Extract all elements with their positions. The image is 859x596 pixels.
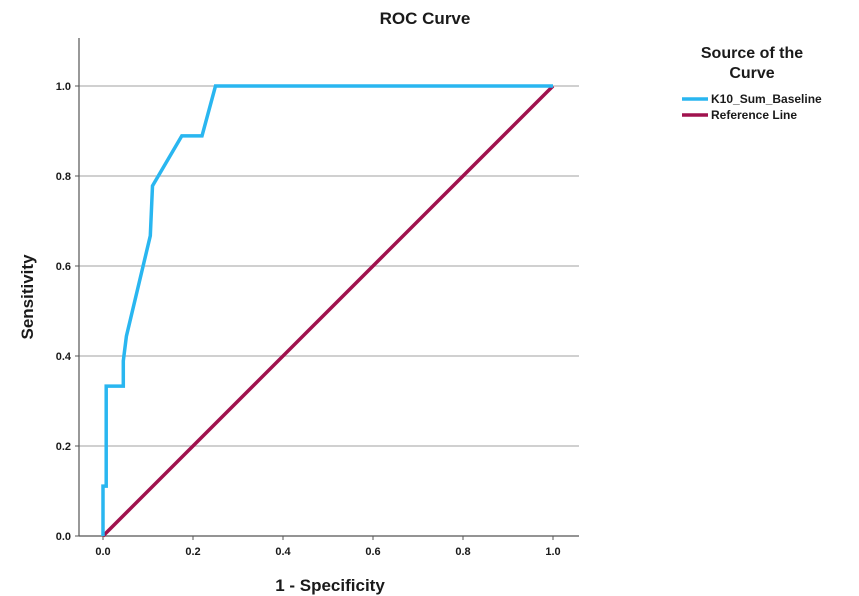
y-tick-label: 0.8 xyxy=(56,171,71,183)
tick-labels: 0.0 0.2 0.4 0.6 0.8 1.0 0.0 0.2 0.4 0.6 0.8 1.0 xyxy=(56,81,561,558)
legend: Source of the Curve K10_Sum_Baseline Refe… xyxy=(682,45,822,122)
x-tick-label: 0.6 xyxy=(365,546,380,558)
x-tick-label: 0.4 xyxy=(275,546,291,558)
series-lines xyxy=(101,84,555,538)
x-axis-title: 1 - Specificity xyxy=(275,576,385,595)
legend-label-reference-line: Reference Line xyxy=(711,108,797,122)
chart-title: ROC Curve xyxy=(380,9,471,28)
y-tick-label: 0.4 xyxy=(56,351,72,363)
x-tick-label: 0.2 xyxy=(185,546,200,558)
y-tick-label: 1.0 xyxy=(56,81,71,93)
x-tick-label: 0.0 xyxy=(95,546,110,558)
y-tick-label: 0.0 xyxy=(56,531,71,543)
grid-lines xyxy=(79,85,579,447)
axes xyxy=(75,38,579,540)
legend-title-line-2: Curve xyxy=(729,65,774,82)
legend-label-k10-sum-baseline: K10_Sum_Baseline xyxy=(711,92,822,106)
y-tick-label: 0.6 xyxy=(56,261,71,273)
series-line-reference-line xyxy=(101,84,555,538)
y-tick-label: 0.2 xyxy=(56,441,71,453)
y-axis-title: Sensitivity xyxy=(18,254,37,340)
legend-items: K10_Sum_Baseline Reference Line xyxy=(682,92,822,122)
series-line-k10-sum-baseline xyxy=(101,84,553,536)
x-tick-label: 1.0 xyxy=(545,546,560,558)
legend-title-line-1: Source of the xyxy=(701,45,803,62)
x-tick-label: 0.8 xyxy=(455,546,470,558)
